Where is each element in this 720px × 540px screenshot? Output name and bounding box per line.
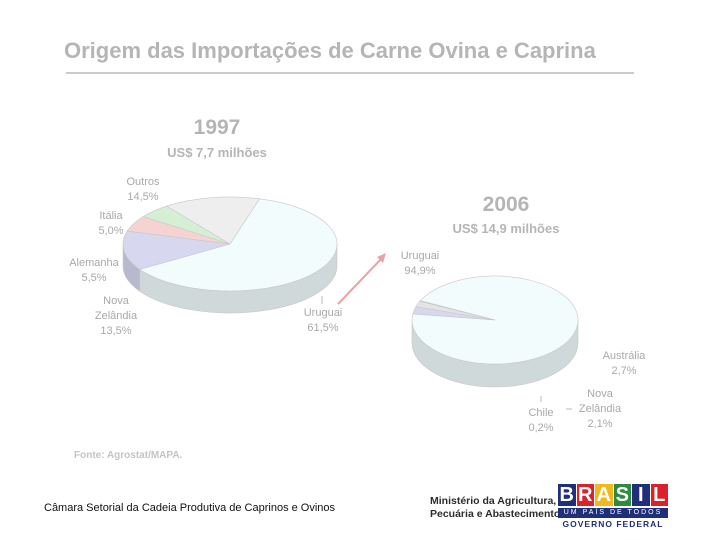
ministry-name: Ministério da Agricultura, Pecuária e Ab…: [430, 495, 560, 521]
pie-1997-subtitle: US$ 7,7 milhões: [167, 145, 267, 160]
footer-chamber-name: Câmara Setorial da Cadeia Produtiva de C…: [44, 502, 336, 514]
brasil-logo-letter: A: [595, 484, 613, 506]
ministry-line-2: Pecuária e Abastecimento: [430, 508, 561, 520]
page-title: Origem das Importações de Carne Ovina e …: [64, 38, 596, 63]
pie-2006-label-nova-zelandia-0: Nova: [587, 388, 614, 400]
ministry-line-1: Ministério da Agricultura,: [430, 495, 557, 507]
pie-2006-label-nova-zelandia-1: Zelândia: [579, 403, 622, 415]
growth-arrow-head: [377, 253, 386, 263]
pie-0-slice-outros: [166, 196, 261, 245]
pie-chart-1997: [122, 196, 338, 314]
pie-1-slice-chile: [419, 300, 496, 321]
brasil-logo-letter: S: [613, 484, 631, 506]
pie-1-slice-uruguai: [411, 275, 579, 365]
title-divider: [66, 72, 634, 74]
brasil-logo-slogan: UM PAÍS DE TODOS: [558, 508, 668, 518]
pie-2006-title: 2006: [483, 193, 530, 216]
pie-0-slice-nova-zelandia: [122, 230, 231, 270]
pie-2006-label-chile-0: Chile: [528, 407, 553, 419]
pie-1997-label-outros-0: Outros: [126, 176, 160, 188]
pie-1997-label-nova-zelandia-0: Nova: [103, 295, 130, 307]
pie-1997-label-nova-zelandia-1: Zelândia: [95, 310, 138, 322]
pie-2006-label-uruguai-1: 94,9%: [404, 265, 435, 277]
pie-charts: 1997 US$ 7,7 milhões 2006 US$ 14,9 milhões O…: [69, 116, 646, 461]
pie-0-slice-uruguai: [139, 198, 338, 292]
pie-2006-label-uruguai-0: Uruguai: [401, 250, 440, 262]
pie-2006-label-chile-1: 0,2%: [528, 422, 553, 434]
growth-arrow-line: [337, 256, 384, 305]
pie-1997-label-alemanha-0: Alemanha: [69, 257, 119, 269]
pie-1997-label-italia-1: 5,0%: [98, 225, 123, 237]
source-note: Fonte: Agrostat/MAPA.: [74, 450, 183, 461]
pie-1997-label-uruguai-0: Uruguai: [304, 307, 343, 319]
pie-1997-label-outros-1: 14,5%: [127, 191, 158, 203]
chart-annotations: 1997 US$ 7,7 milhões 2006 US$ 14,9 milhões O…: [69, 116, 646, 461]
pie-2006-label-nova-zelandia-2: 2,1%: [587, 418, 612, 430]
pie-1997-label-nova-zelandia-2: 13,5%: [100, 325, 131, 337]
pie-1997-label-uruguai-1: 61,5%: [307, 322, 338, 334]
brasil-logo-govt: GOVERNO FEDERAL: [562, 519, 664, 529]
pie-2006-label-australia-0: Austrália: [603, 350, 647, 362]
pie-2006-subtitle: US$ 14,9 milhões: [453, 221, 560, 236]
brasil-logo-letter: L: [650, 484, 668, 506]
pie-1997-label-alemanha-1: 5,5%: [81, 272, 106, 284]
pie-2006-label-australia-1: 2,7%: [611, 365, 636, 377]
brasil-logo-letter: I: [632, 484, 650, 506]
pie-1997-title: 1997: [194, 116, 241, 139]
brasil-logo-letter: B: [558, 484, 576, 506]
brasil-logo-letter: R: [576, 484, 594, 506]
pie-chart-2006: [411, 275, 579, 388]
pie-1997-label-italia-0: Itália: [99, 210, 123, 222]
